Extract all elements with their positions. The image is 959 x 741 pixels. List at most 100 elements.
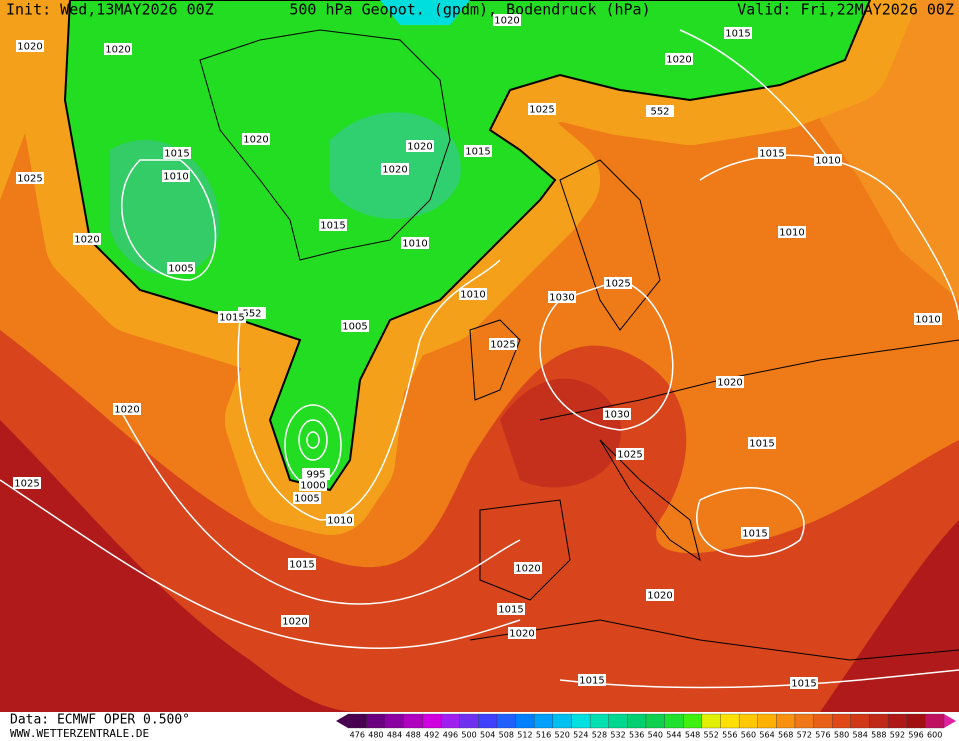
label-box <box>326 514 354 526</box>
scale-label: 508 <box>499 731 514 740</box>
isobar-label: 1020 <box>646 589 674 602</box>
scale-label: 520 <box>555 731 570 740</box>
label-text: 1020 <box>17 42 42 53</box>
isobar-label: 1010 <box>814 154 842 167</box>
label-text: 1010 <box>460 290 485 301</box>
scale-label: 536 <box>629 731 644 740</box>
label-box <box>748 437 776 449</box>
label-box <box>113 403 141 415</box>
scale-label: 476 <box>350 731 365 740</box>
isobar-label: 1015 <box>319 219 347 232</box>
label-box <box>758 147 786 159</box>
label-text: 1025 <box>529 105 554 116</box>
isobar-label: 1020 <box>113 403 141 416</box>
label-text: 1020 <box>105 45 130 56</box>
isobar-label: 552 <box>646 105 674 118</box>
scale-arrow-left <box>336 714 348 728</box>
label-box <box>914 313 942 325</box>
isobar-label: 1020 <box>716 376 744 389</box>
coast-scandinavia <box>559 159 661 331</box>
label-text: 1025 <box>17 174 42 185</box>
label-box <box>497 603 525 615</box>
label-text: 1010 <box>815 156 840 167</box>
isobar-labels: 1020 1020 1020 1015 1020 1025 552 1020 1015 1020 1… <box>13 14 942 690</box>
label-text: 1015 <box>742 529 767 540</box>
scale-label: 552 <box>704 731 719 740</box>
isobar-label: 1020 <box>381 163 409 176</box>
scale-swatch <box>757 713 777 729</box>
isobar-label: 1015 <box>790 677 818 690</box>
isobar-label: 1015 <box>218 311 246 324</box>
label-box <box>528 103 556 115</box>
label-text: 1020 <box>114 405 139 416</box>
isobar <box>298 419 328 461</box>
isobar <box>679 29 831 161</box>
isobar-label: 1025 <box>616 448 644 461</box>
label-text: 552 <box>650 107 669 118</box>
scale-label: 544 <box>666 731 681 740</box>
isobar-label: 1025 <box>16 172 44 185</box>
isobar-label: 1015 <box>464 145 492 158</box>
scale-swatch <box>478 713 498 729</box>
coast-italy <box>599 439 701 562</box>
label-text: 1020 <box>647 591 672 602</box>
scale-label: 576 <box>815 731 830 740</box>
scale-swatch <box>906 713 926 729</box>
isobars <box>0 29 959 689</box>
isobar-label: 1010 <box>162 170 190 183</box>
label-text: 1020 <box>382 165 407 176</box>
label-text: 1025 <box>14 479 39 490</box>
isobar-label: 1020 <box>493 14 521 27</box>
scale-swatch <box>385 713 405 729</box>
scale-swatch <box>925 713 945 729</box>
label-box <box>381 163 409 175</box>
scale-label: 548 <box>685 731 700 740</box>
label-text: 1020 <box>494 16 519 27</box>
label-box <box>16 40 44 52</box>
isobar <box>121 159 217 281</box>
label-text: 1010 <box>915 315 940 326</box>
isobar <box>237 259 501 521</box>
label-text: 1015 <box>749 439 774 450</box>
scale-swatch <box>813 713 833 729</box>
label-text: 995 <box>306 470 325 481</box>
label-box <box>13 477 41 489</box>
isobar-label: 1015 <box>758 147 786 160</box>
isobar-label: 1015 <box>497 603 525 616</box>
scale-swatch <box>869 713 889 729</box>
label-text: 1020 <box>515 564 540 575</box>
label-box <box>616 448 644 460</box>
scale-swatch <box>571 713 591 729</box>
scale-label: 484 <box>387 731 402 740</box>
scale-label: 532 <box>610 731 625 740</box>
label-text: 1010 <box>779 228 804 239</box>
coast-africa <box>469 619 959 661</box>
isobar <box>696 487 805 558</box>
scale-label: 516 <box>536 731 551 740</box>
label-box <box>578 674 606 686</box>
label-box <box>302 468 330 480</box>
label-text: 1005 <box>168 264 193 275</box>
scale-swatch <box>627 713 647 729</box>
isobar-label: 1010 <box>914 313 942 326</box>
isobar-label: 1020 <box>16 40 44 53</box>
scale-label: 568 <box>778 731 793 740</box>
isobar-label: 1010 <box>401 237 429 250</box>
label-box <box>104 43 132 55</box>
label-box <box>741 527 769 539</box>
isobar-label: 1005 <box>341 320 369 333</box>
label-text: 1005 <box>294 494 319 505</box>
label-text: 1030 <box>604 410 629 421</box>
label-box <box>162 170 190 182</box>
label-text: 1015 <box>498 605 523 616</box>
label-box <box>646 105 674 117</box>
isobar-label: 1010 <box>326 514 354 527</box>
scale-swatch <box>552 713 572 729</box>
scale-label: 580 <box>834 731 849 740</box>
isobar-label: 1020 <box>281 615 309 628</box>
map-title: 500 hPa Geopot. (gpdm), Bodendruck (hPa) <box>289 1 650 19</box>
label-box <box>299 479 327 491</box>
scale-swatch <box>794 713 814 729</box>
isobar-label: 1025 <box>489 338 517 351</box>
valid-time: Valid: Fri,22MAY2026 00Z <box>737 1 954 19</box>
